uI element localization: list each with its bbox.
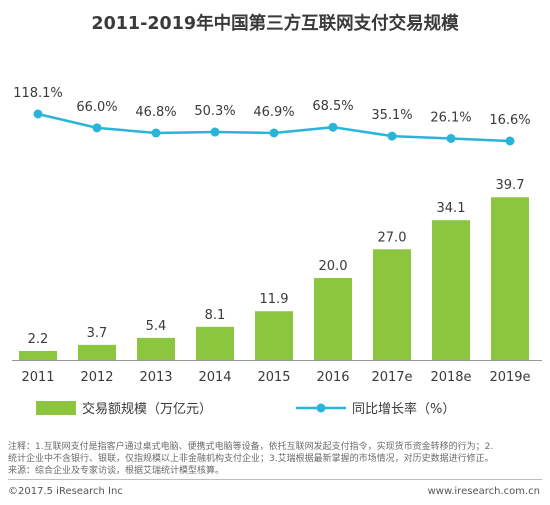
growth-rate-label: 16.6%: [489, 113, 530, 128]
source-line: 来源：综合企业及专家访谈，根据艾瑞统计模型核算。: [8, 466, 225, 476]
legend: 交易额规模（万亿元） 同比增长率（%）: [36, 401, 455, 417]
x-tick-label: 2012: [80, 370, 113, 385]
x-tick-label: 2019e: [489, 370, 530, 385]
growth-rate-point: [33, 109, 43, 119]
bar-value-label: 5.4: [146, 319, 167, 334]
legend-bar-label: 交易额规模（万亿元）: [82, 401, 212, 417]
growth-rate-label: 118.1%: [13, 86, 63, 101]
growth-rate-point: [151, 128, 161, 138]
x-tick-label: 2015: [257, 370, 290, 385]
bar-2015: [255, 311, 293, 360]
growth-rate-label: 50.3%: [194, 104, 235, 119]
bar-2017e: [373, 249, 411, 360]
growth-rate-point: [269, 128, 279, 138]
growth-rate-point: [387, 131, 397, 141]
x-tick-label: 2013: [139, 370, 172, 385]
bar-value-label: 34.1: [437, 201, 466, 216]
growth-rate-point: [446, 133, 456, 143]
bars-layer: 2.2 3.7 5.4 8.1 11.9 20.0 27.0 34.1 39.7: [19, 178, 529, 360]
growth-rate-point: [210, 127, 220, 137]
growth-rate-label: 68.5%: [312, 99, 353, 114]
note-line-2: 统计企业中不含银行、银联，仅指规模以上非金融机构支付企业；3.艾瑞根据最新掌握的…: [8, 454, 494, 464]
x-tick-label: 2014: [198, 370, 231, 385]
bar-value-label: 20.0: [319, 259, 348, 274]
growth-rate-point: [92, 123, 102, 133]
chart: 2.2 3.7 5.4 8.1 11.9 20.0 27.0 34.1 39.7 118.1% 6…: [12, 86, 542, 417]
growth-rate-label: 66.0%: [76, 100, 117, 115]
x-tick-label: 2016: [316, 370, 349, 385]
bar-2012: [78, 344, 116, 360]
bar-value-label: 8.1: [205, 308, 226, 323]
bar-2014: [196, 326, 234, 360]
line-layer: 118.1% 66.0% 46.8% 50.3% 46.9% 68.5% 35.1% 26.1…: [13, 86, 531, 146]
footer-divider: [8, 479, 542, 480]
legend-line-marker: [316, 403, 326, 413]
bar-value-label: 2.2: [28, 332, 49, 347]
bar-2019e: [491, 197, 529, 360]
bar-value-label: 3.7: [87, 326, 108, 341]
bar-2011: [19, 350, 57, 360]
chart-title: 2011-2019年中国第三方互联网支付交易规模: [91, 14, 459, 34]
legend-line-label: 同比增长率（%）: [352, 401, 455, 417]
growth-rate-point: [328, 122, 338, 132]
bar-2013: [137, 337, 175, 360]
x-tick-label: 2011: [21, 370, 54, 385]
growth-rate-label: 46.9%: [253, 105, 294, 120]
bar-value-label: 39.7: [496, 178, 525, 193]
bar-value-label: 27.0: [378, 230, 407, 245]
growth-rate-label: 35.1%: [371, 108, 412, 123]
x-axis: 2011 2012 2013 2014 2015 2016 2017e 2018e 2019e: [12, 360, 542, 385]
growth-rate-label: 46.8%: [135, 105, 176, 120]
x-tick-label: 2018e: [430, 370, 471, 385]
note-line-1: 注释：1.互联网支付是指客户通过桌式电脑、便携式电脑等设备，依托互联网发起支付指…: [8, 442, 494, 452]
bar-value-label: 11.9: [260, 292, 289, 307]
bar-2018e: [432, 220, 470, 360]
x-tick-label: 2017e: [371, 370, 412, 385]
website: www.iresearch.com.cn: [427, 486, 540, 497]
growth-rate-label: 26.1%: [430, 110, 471, 125]
growth-rate-point: [505, 136, 515, 146]
bar-2016: [314, 278, 352, 360]
copyright: ©2017.5 iResearch Inc: [8, 486, 123, 497]
legend-bar-swatch: [36, 401, 76, 415]
